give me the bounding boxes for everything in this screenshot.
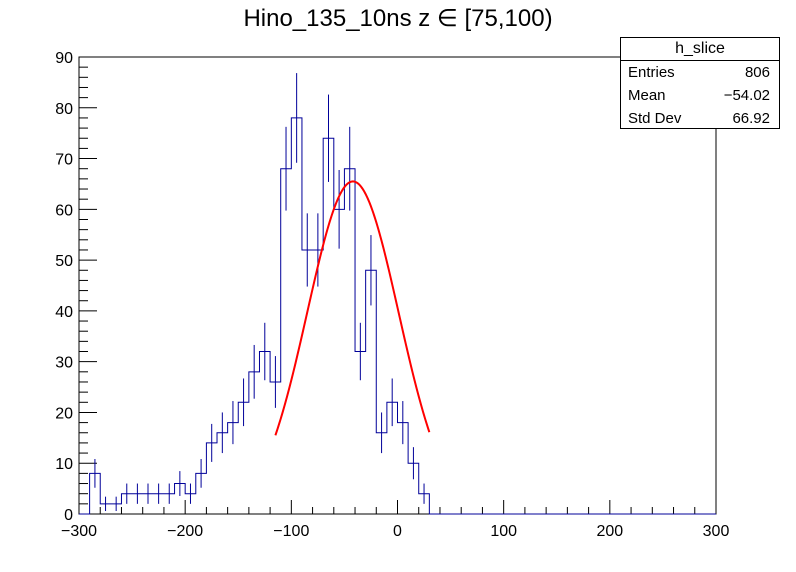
y-tick-label: 40 (55, 304, 73, 321)
stats-mean-label: Mean (628, 87, 666, 104)
y-tick-label: 90 (55, 50, 73, 67)
x-tick-label: 0 (393, 523, 402, 540)
x-tick-label: −100 (273, 523, 309, 540)
y-tick-label: 0 (64, 507, 73, 524)
stats-stddev-value: 66.92 (732, 110, 770, 127)
y-tick-label: 60 (55, 202, 73, 219)
y-tick-label: 70 (55, 152, 73, 169)
stats-title: h_slice (621, 38, 779, 61)
stats-mean-row: Mean −54.02 (621, 84, 779, 107)
chart-title: Hino_135_10ns z ∈ [75,100) (243, 5, 553, 32)
axis-ticks (78, 56, 717, 515)
histogram-series (79, 117, 716, 515)
stats-stddev-label: Std Dev (628, 110, 682, 127)
y-tick-label: 20 (55, 405, 73, 422)
histogram-outline (79, 117, 716, 515)
stats-entries-row: Entries 806 (621, 61, 779, 84)
x-tick-label: −200 (167, 523, 203, 540)
stats-mean-value: −54.02 (723, 87, 770, 104)
x-tick-label: 300 (703, 523, 730, 540)
y-tick-label: 10 (55, 456, 73, 473)
gaussian-fit-line (274, 180, 431, 436)
fit-curve (274, 180, 431, 436)
error-bars (94, 73, 425, 512)
stats-entries-label: Entries (628, 64, 675, 81)
x-tick-label: 200 (596, 523, 623, 540)
x-tick-label: −300 (61, 523, 97, 540)
tick-labels: −300 −200 −100 0 100 200 300 0 10 20 30 40 50 60 70 80 9… (55, 50, 729, 540)
x-tick-label: 100 (490, 523, 517, 540)
y-tick-label: 80 (55, 101, 73, 118)
y-tick-label: 50 (55, 253, 73, 270)
y-tick-label: 30 (55, 355, 73, 372)
stats-stddev-row: Std Dev 66.92 (621, 107, 779, 130)
stats-entries-value: 806 (744, 64, 770, 81)
stats-box: h_slice Entries 806 Mean −54.02 Std Dev … (620, 37, 780, 129)
